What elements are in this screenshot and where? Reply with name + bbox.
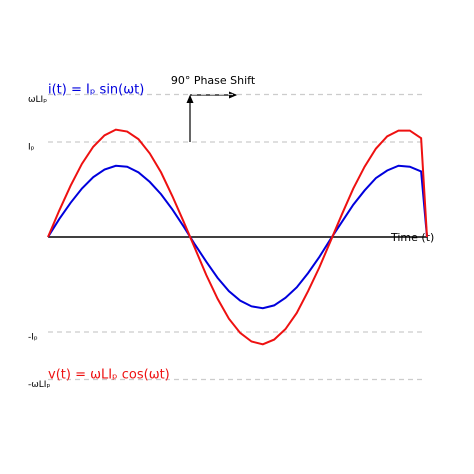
series-label: v(t) = ωLIₚ cos(ωt) (48, 368, 170, 383)
series-line (47, 128, 428, 346)
y-tick-label: -ωLIₚ (28, 380, 50, 390)
series-label: i(t) = Iₚ sin(ωt) (48, 83, 144, 98)
series-line (47, 164, 428, 310)
annotation: 90° Phase Shift (171, 74, 256, 87)
y-tick-label: Iₚ (28, 143, 35, 153)
y-tick-label: -Iₚ (28, 333, 38, 343)
y-tick-label: ωLIₚ (28, 95, 47, 105)
